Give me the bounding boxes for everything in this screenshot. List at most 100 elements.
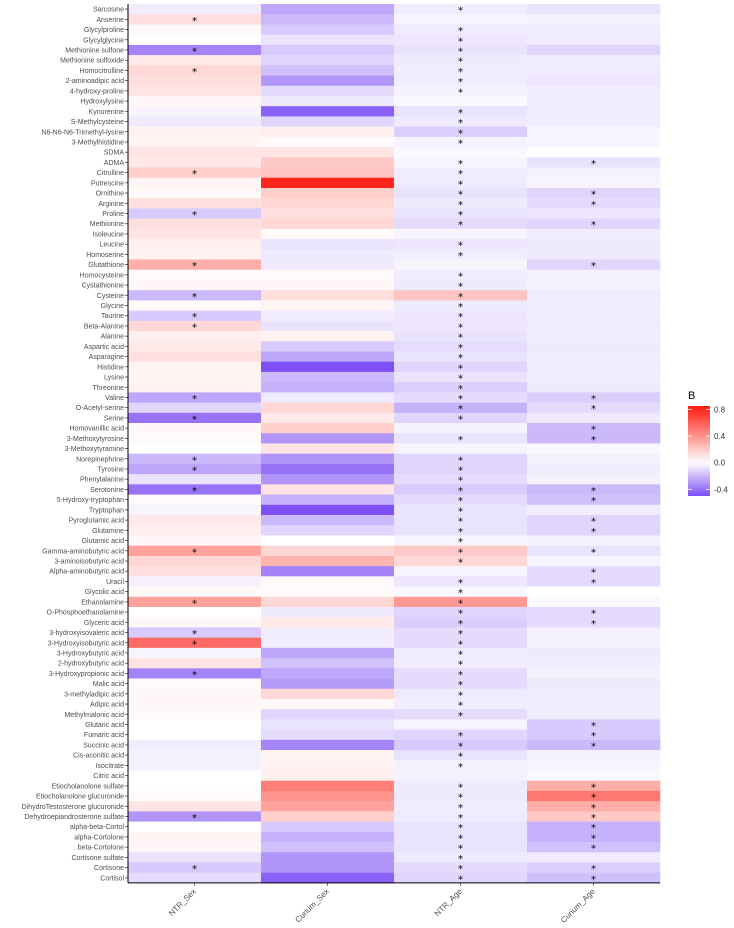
heatmap-cell (527, 525, 661, 536)
significance-star: * (192, 598, 197, 609)
heatmap-cell (261, 24, 395, 35)
heatmap-cell (128, 239, 262, 250)
significance-star: * (458, 864, 463, 875)
significance-star: * (192, 292, 197, 303)
heatmap-cell (394, 780, 528, 792)
heatmap-cell (261, 269, 395, 281)
heatmap-cell (394, 136, 528, 148)
row-label: Isocitrate (96, 763, 125, 770)
heatmap-cell (394, 647, 528, 659)
significance-star: * (458, 588, 463, 599)
significance-star: * (458, 363, 463, 374)
heatmap-cell (394, 4, 528, 15)
heatmap-cell (394, 331, 528, 342)
heatmap-cell (128, 24, 262, 35)
heatmap-cell (394, 821, 528, 833)
heatmap-cell (261, 198, 395, 209)
row-label: 3-Methoxytyramine (64, 446, 124, 453)
heatmap-cell (394, 545, 528, 557)
heatmap-cell (394, 14, 528, 25)
significance-star: * (192, 466, 197, 477)
heatmap-cell (527, 157, 661, 168)
significance-star: * (192, 414, 197, 425)
significance-star: * (458, 312, 463, 323)
heatmap-cell (527, 739, 661, 751)
row-label: O-Acetyl-serine (76, 405, 124, 412)
significance-star: * (458, 77, 463, 88)
heatmap-cell (128, 515, 262, 526)
heatmap-cell (527, 668, 661, 679)
heatmap-cell (527, 566, 661, 577)
heatmap-cell (128, 750, 262, 761)
heatmap-cell (128, 852, 262, 863)
heatmap-cell (394, 65, 528, 76)
heatmap-cell (527, 116, 661, 127)
row-label: Serine (104, 415, 124, 422)
heatmap-cell (261, 228, 395, 240)
row-label: N6-N6-N6-Trimethyl-lysine (41, 129, 124, 136)
heatmap-cell (394, 198, 528, 209)
heatmap-cell (527, 44, 661, 56)
heatmap-cell (261, 290, 395, 301)
significance-star: * (458, 414, 463, 425)
significance-star: * (458, 649, 463, 660)
heatmap-cell (394, 811, 528, 822)
heatmap-cell (261, 392, 395, 403)
significance-star: * (458, 598, 463, 609)
significance-star: * (591, 741, 596, 752)
significance-star: * (192, 639, 197, 650)
heatmap-cell (128, 75, 262, 87)
heatmap-cell (128, 668, 262, 679)
row-label: alpha-beta-Cortol (70, 824, 125, 831)
significance-star: * (458, 609, 463, 620)
significance-star: * (458, 517, 463, 528)
heatmap-cell (261, 617, 395, 628)
significance-star: * (458, 6, 463, 17)
heatmap-cell (128, 555, 262, 567)
heatmap-cell (128, 371, 262, 383)
heatmap-cell (527, 801, 661, 812)
heatmap-cell (261, 525, 395, 536)
heatmap-cell (527, 341, 661, 352)
significance-star: * (458, 210, 463, 221)
significance-star: * (458, 701, 463, 712)
significance-star: * (458, 36, 463, 47)
heatmap-cell (128, 790, 262, 802)
heatmap-cell (527, 698, 661, 710)
heatmap-cell (394, 535, 528, 546)
row-label: 5-Hydroxy-tryptophan (57, 497, 124, 504)
heatmap-cell (527, 239, 661, 250)
heatmap-cell (394, 218, 528, 230)
heatmap-cell (261, 790, 395, 802)
column-label: Curium_Age (559, 887, 597, 925)
row-label: alpha-Cortolone (74, 834, 124, 841)
row-label: Valine (105, 395, 124, 402)
row-label: Homocysteine (80, 272, 124, 279)
heatmap-cell (261, 331, 395, 342)
heatmap-cell (394, 382, 528, 393)
row-label: O-Phosphoethanolamine (47, 610, 125, 617)
row-label: Glutathione (88, 262, 124, 269)
row-label: 3-hydroxyisovaleric acid (49, 630, 124, 637)
significance-star: * (458, 138, 463, 149)
heatmap-cell (261, 474, 395, 485)
heatmap-cell (261, 279, 395, 291)
heatmap-cell (394, 586, 528, 598)
heatmap-cell (394, 678, 528, 690)
heatmap-cell (261, 852, 395, 863)
heatmap-cell (128, 760, 262, 771)
row-label: Glyceric acid (84, 620, 124, 627)
significance-star: * (458, 476, 463, 487)
significance-stars: ***** *** ******** ** *** ** ** ** **** **** *** **… (192, 6, 596, 886)
heatmap-cell (394, 167, 528, 179)
heatmap-cell (527, 55, 661, 66)
significance-star: * (591, 547, 596, 558)
heatmap-cell (394, 842, 528, 853)
heatmap-cell (261, 831, 395, 843)
heatmap-cell (261, 443, 395, 454)
heatmap-cell (128, 198, 262, 209)
heatmap-cell (394, 392, 528, 403)
heatmap-cell (128, 688, 262, 700)
heatmap-cell (527, 300, 661, 311)
heatmap-cell (128, 453, 262, 465)
